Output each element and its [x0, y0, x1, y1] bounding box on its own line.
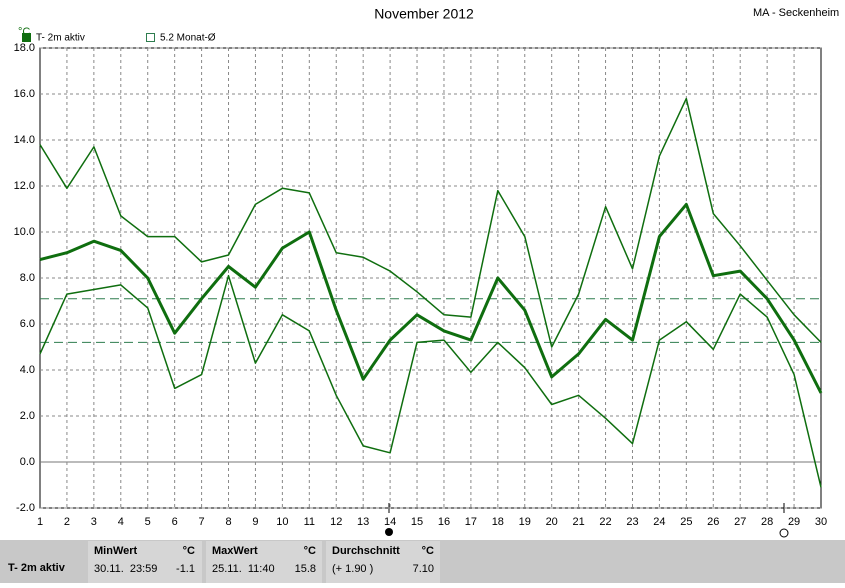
cell-unit: °C: [183, 545, 195, 557]
table-cell: [326, 541, 440, 583]
series-line: [39, 274, 822, 488]
y-tick-label: 6.0: [20, 318, 35, 330]
x-tick-label: 25: [680, 516, 692, 528]
table-cell: [88, 541, 202, 583]
y-tick-label: 10.0: [14, 226, 35, 238]
x-tick-label: 2: [64, 516, 70, 528]
cell-value: 7.10: [413, 563, 434, 575]
cell-when: 30.11. 23:59: [94, 563, 157, 575]
y-tick-label: 2.0: [20, 410, 35, 422]
x-tick-label: 13: [357, 516, 369, 528]
cell-when: 25.11. 11:40: [212, 563, 275, 575]
x-tick-label: 8: [225, 516, 231, 528]
x-tick-label: 9: [252, 516, 258, 528]
y-tick-label: 18.0: [14, 42, 35, 54]
y-tick-label: 16.0: [14, 88, 35, 100]
x-tick-label: 15: [411, 516, 423, 528]
y-tick-label: -2.0: [16, 502, 35, 514]
legend-swatch: [22, 33, 31, 42]
series-line: [39, 202, 823, 394]
table-cell: [206, 541, 322, 583]
x-tick-label: 26: [707, 516, 719, 528]
x-tick-label: 30: [815, 516, 827, 528]
cell-title: MinWert: [94, 545, 138, 557]
x-tick-label: 17: [465, 516, 477, 528]
x-tick-label: 20: [546, 516, 558, 528]
x-tick-label: 18: [492, 516, 504, 528]
legend-label: T- 2m aktiv: [36, 33, 85, 44]
x-tick-label: 23: [626, 516, 638, 528]
x-tick-label: 6: [172, 516, 178, 528]
x-tick-label: 14: [384, 516, 396, 528]
series-line: [39, 97, 822, 348]
y-tick-label: 14.0: [14, 134, 35, 146]
x-tick-label: 24: [653, 516, 665, 528]
cell-value: -1.1: [176, 563, 195, 575]
marker-filled: [385, 528, 393, 536]
x-tick-label: 16: [438, 516, 450, 528]
y-tick-label: 8.0: [20, 272, 35, 284]
x-tick-label: 7: [199, 516, 205, 528]
x-tick-label: 10: [276, 516, 288, 528]
legend-label: 5.2 Monat-Ø: [160, 33, 216, 44]
x-tick-label: 3: [91, 516, 97, 528]
cell-when: (+ 1.90 ): [332, 563, 373, 575]
x-tick-label: 11: [304, 516, 315, 528]
x-tick-label: 1: [37, 516, 43, 528]
marker-open: [779, 528, 789, 538]
y-tick-label: 12.0: [14, 180, 35, 192]
cell-unit: °C: [304, 545, 316, 557]
x-tick-label: 19: [519, 516, 531, 528]
cell-value: 15.8: [295, 563, 316, 575]
cell-title: Durchschnitt: [332, 545, 400, 557]
station: MA - Seckenheim: [753, 7, 839, 19]
x-tick-label: 12: [330, 516, 342, 528]
chart-title: November 2012: [374, 6, 474, 22]
cell-unit: °C: [422, 545, 434, 557]
x-tick-label: 29: [788, 516, 800, 528]
x-tick-label: 5: [145, 516, 151, 528]
cell-title: MaxWert: [212, 545, 258, 557]
row-label: T- 2m aktiv: [8, 562, 66, 574]
y-tick-label: 0.0: [20, 456, 35, 468]
y-tick-label: 4.0: [20, 364, 35, 376]
x-tick-label: 28: [761, 516, 773, 528]
x-tick-label: 21: [572, 516, 584, 528]
x-tick-label: 27: [734, 516, 746, 528]
x-tick-label: 4: [118, 516, 124, 528]
legend-swatch: [146, 33, 155, 42]
x-tick-label: 22: [599, 516, 611, 528]
